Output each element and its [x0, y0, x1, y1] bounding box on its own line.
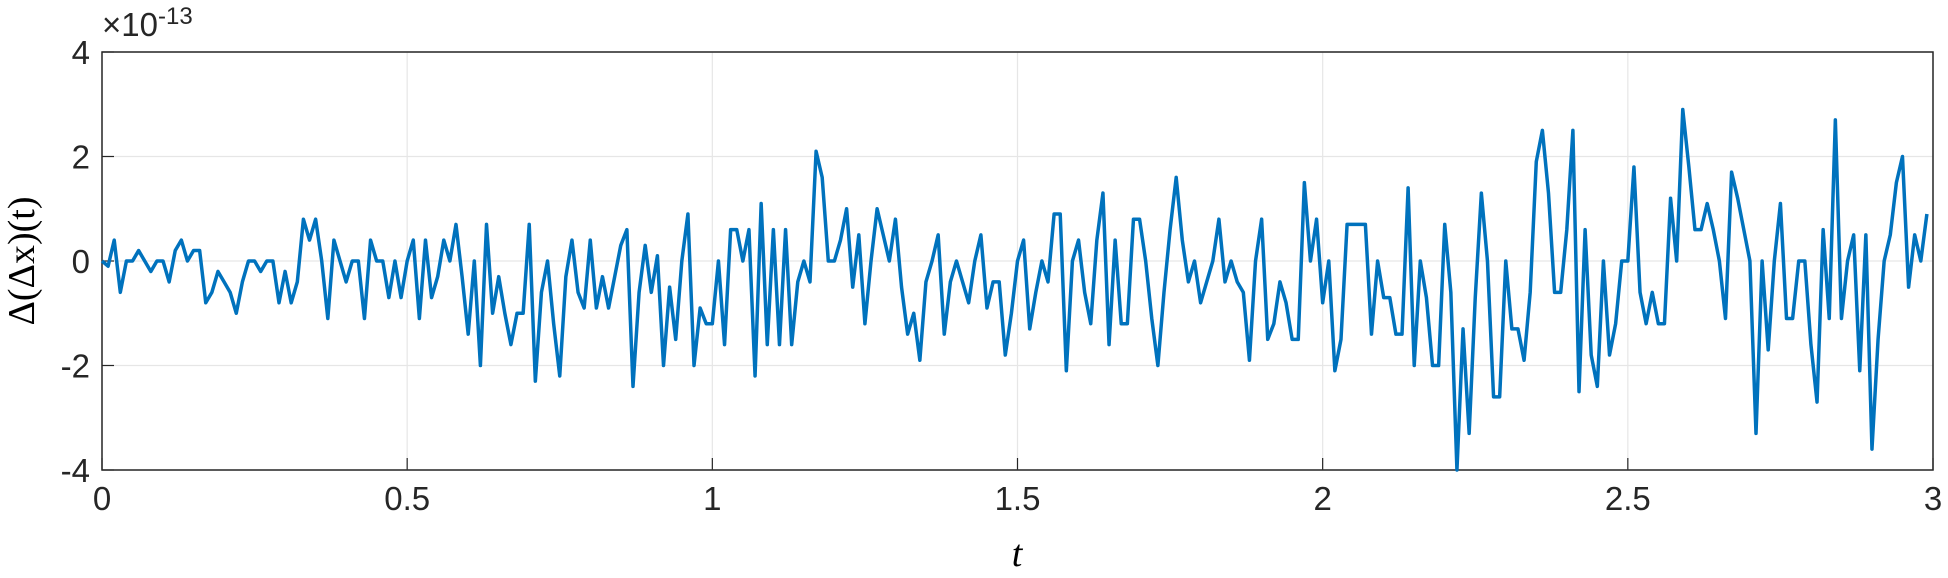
y-tick-label: -2 [61, 348, 90, 385]
x-tick-label: 0.5 [384, 480, 430, 517]
y-multiplier-exponent: -13 [158, 3, 193, 30]
data-line [100, 107, 1929, 472]
y-tick-label: 0 [72, 243, 90, 280]
x-tick-label: 2 [1313, 480, 1331, 517]
x-tick-label: 1 [703, 480, 721, 517]
y-multiplier-base: ×10 [102, 6, 158, 43]
x-tick-label: 0 [93, 480, 111, 517]
y-tick-label: 2 [72, 139, 90, 176]
x-axis-label: t [1012, 533, 1024, 575]
y-tick-label: 4 [72, 34, 90, 71]
y-tick-label: -4 [61, 452, 90, 489]
x-tick-label: 3 [1924, 480, 1942, 517]
x-tick-label: 2.5 [1605, 480, 1651, 517]
y-axis-label: Δ(Δx)(t) [1, 196, 43, 325]
x-tick-label: 1.5 [995, 480, 1041, 517]
y-multiplier: ×10-13 [102, 3, 193, 43]
